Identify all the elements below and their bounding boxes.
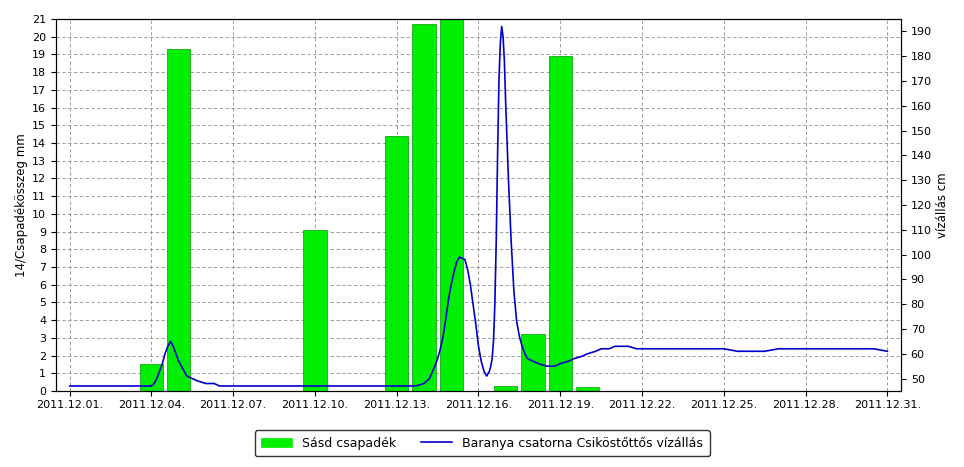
Bar bbox=[522, 334, 545, 391]
Bar bbox=[495, 386, 518, 391]
Y-axis label: 14/Csapadékösszeg mm: 14/Csapadékösszeg mm bbox=[15, 133, 28, 277]
Bar bbox=[413, 24, 436, 391]
Bar bbox=[304, 230, 327, 391]
Legend: Sásd csapadék, Baranya csatorna Csiköstőttős vízállás: Sásd csapadék, Baranya csatorna Csiköstő… bbox=[254, 431, 710, 456]
Bar bbox=[440, 19, 463, 391]
Bar bbox=[140, 364, 163, 391]
Bar bbox=[167, 49, 190, 391]
Bar bbox=[576, 388, 599, 391]
Bar bbox=[549, 56, 572, 391]
Bar bbox=[386, 136, 409, 391]
Y-axis label: vízállás cm: vízállás cm bbox=[936, 172, 949, 238]
